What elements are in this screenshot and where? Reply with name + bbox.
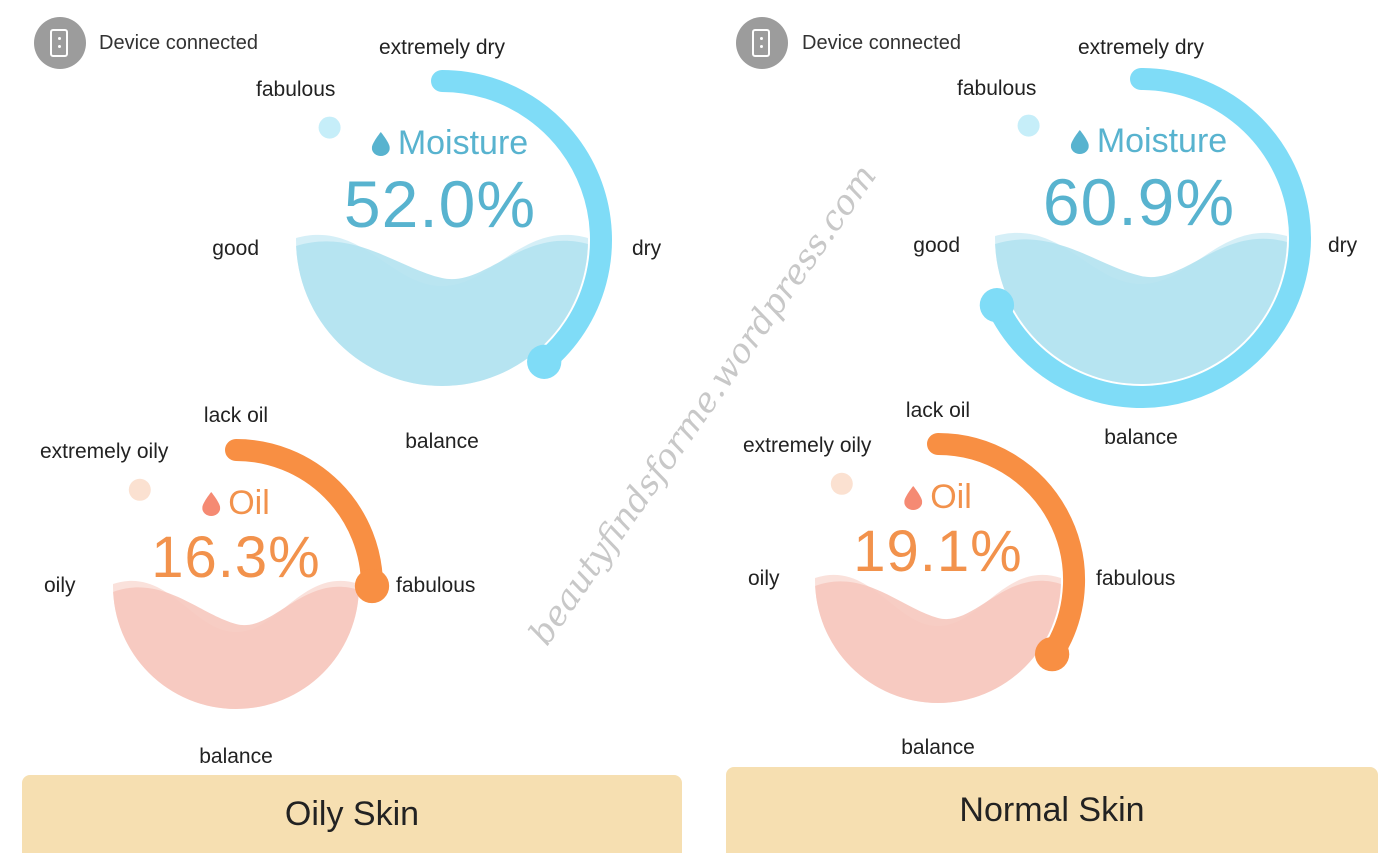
right-panel: Device connected extremely dry fabulous …	[702, 0, 1400, 853]
gauge-knob	[527, 344, 562, 379]
water-drop-icon	[1070, 129, 1089, 154]
moisture-label-bottom: balance	[405, 430, 479, 453]
skin-type-label: Oily Skin	[284, 794, 420, 833]
water-drop-icon	[371, 131, 390, 156]
gauge-knob	[1034, 636, 1070, 672]
device-status-text: Device connected	[802, 32, 961, 54]
device-phone-icon[interactable]	[736, 17, 788, 69]
moisture-title: Moisture	[371, 124, 529, 163]
oil-label-bottom: balance	[901, 736, 975, 759]
oil-label-left: oily	[44, 574, 76, 597]
oil-value: 19.1%	[853, 519, 1023, 584]
moisture-label-right: dry	[1328, 234, 1358, 257]
moisture-gauge	[979, 68, 1311, 408]
skin-type-bar: Normal Skin	[726, 767, 1378, 853]
left-panel: Device connected extremely dry fabulous …	[22, 17, 682, 853]
gauge-knob	[979, 288, 1015, 323]
gauge-value-arc	[225, 439, 383, 597]
moisture-label-top-left: fabulous	[256, 78, 336, 101]
gauge-liquid	[296, 234, 588, 386]
skin-type-label: Normal Skin	[959, 790, 1145, 829]
moisture-label-right: dry	[632, 237, 662, 260]
gauge-value-arc	[985, 68, 1311, 408]
moisture-label-bottom: balance	[1104, 426, 1178, 449]
moisture-title-text: Moisture	[1096, 122, 1228, 160]
gauge-wave-front	[113, 586, 359, 709]
gauge-liquid	[995, 232, 1287, 384]
oil-label-right: fabulous	[1096, 567, 1176, 590]
moisture-label-top: extremely dry	[1077, 36, 1205, 59]
oil-label-bottom: balance	[199, 745, 273, 768]
oil-drop-icon	[202, 491, 221, 516]
oil-title-text: Oil	[930, 478, 972, 516]
oil-gauge	[113, 439, 390, 709]
device-status-text: Device connected	[99, 32, 258, 54]
moisture-value: 52.0%	[343, 167, 537, 241]
moisture-gauge	[296, 70, 612, 386]
gauge-liquid	[113, 580, 359, 709]
moisture-value: 60.9%	[1042, 165, 1236, 239]
oil-label-top-left: extremely oily	[40, 440, 169, 463]
moisture-title-text: Moisture	[397, 124, 529, 162]
oil-label-left: oily	[748, 567, 780, 590]
oil-label-top: lack oil	[905, 399, 971, 422]
gauge-wave-front	[296, 240, 588, 386]
moisture-label-left: good	[212, 237, 259, 260]
moisture-title: Moisture	[1070, 122, 1228, 161]
gauge-liquid	[815, 574, 1061, 703]
oil-label-top: lack oil	[203, 404, 269, 427]
skin-type-bar: Oily Skin	[22, 775, 682, 853]
moisture-label-top: extremely dry	[378, 36, 506, 59]
gauge-wave-front	[815, 580, 1061, 703]
oil-label-right: fabulous	[396, 574, 476, 597]
gauge-knob	[354, 568, 390, 604]
gauge-value-arc	[431, 70, 612, 373]
oil-gauge	[815, 433, 1086, 703]
gauge-wave-front	[995, 238, 1287, 384]
device-phone-icon[interactable]	[34, 17, 86, 69]
oil-drop-icon	[904, 485, 923, 510]
oil-title: Oil	[202, 484, 270, 523]
oil-label-top-left: extremely oily	[743, 434, 872, 457]
gauge-value-arc	[927, 433, 1086, 666]
oil-value: 16.3%	[151, 525, 321, 590]
oil-title-text: Oil	[228, 484, 270, 522]
moisture-label-left: good	[913, 234, 960, 257]
moisture-label-top-left: fabulous	[957, 77, 1037, 100]
oil-title: Oil	[904, 478, 972, 517]
